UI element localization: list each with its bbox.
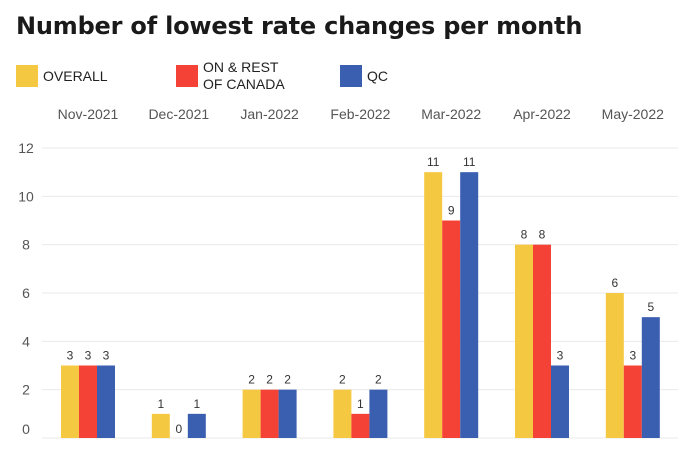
x-category-label: Apr-2022 bbox=[513, 106, 571, 122]
x-category-label: Dec-2021 bbox=[148, 106, 209, 122]
bar bbox=[152, 414, 170, 438]
data-label: 2 bbox=[266, 373, 273, 387]
bar bbox=[606, 293, 624, 438]
bar bbox=[533, 245, 551, 438]
y-tick-label: 6 bbox=[22, 285, 30, 301]
bar bbox=[551, 366, 569, 439]
x-category-label: Feb-2022 bbox=[330, 106, 390, 122]
bar bbox=[460, 172, 478, 438]
bar bbox=[515, 245, 533, 438]
y-tick-label: 12 bbox=[18, 140, 34, 156]
bar bbox=[369, 390, 387, 438]
bar bbox=[97, 366, 115, 439]
data-label: 3 bbox=[85, 349, 92, 363]
data-label: 3 bbox=[103, 349, 110, 363]
y-tick-label: 4 bbox=[22, 333, 30, 349]
data-label: 9 bbox=[448, 204, 455, 218]
bar bbox=[243, 390, 261, 438]
x-category-label: Nov-2021 bbox=[58, 106, 119, 122]
y-tick-label: 2 bbox=[22, 382, 30, 398]
data-label: 1 bbox=[357, 397, 364, 411]
data-label: 0 bbox=[175, 422, 182, 436]
bar bbox=[61, 366, 79, 439]
y-tick-label: 10 bbox=[18, 188, 34, 204]
bar bbox=[442, 221, 460, 439]
data-label: 3 bbox=[629, 349, 636, 363]
data-label: 3 bbox=[67, 349, 74, 363]
bar bbox=[642, 317, 660, 438]
x-category-label: Jan-2022 bbox=[240, 106, 299, 122]
bar bbox=[261, 390, 279, 438]
data-label: 1 bbox=[157, 397, 164, 411]
data-label: 8 bbox=[539, 228, 546, 242]
data-label: 3 bbox=[557, 349, 564, 363]
data-label: 2 bbox=[248, 373, 255, 387]
y-tick-label: 0 bbox=[22, 421, 30, 437]
data-label: 2 bbox=[284, 373, 291, 387]
y-tick-label: 8 bbox=[22, 237, 30, 253]
x-category-label: May-2022 bbox=[602, 106, 664, 122]
bar-chart: 024681012Nov-2021 Dec-2021 Jan-2022 Feb-202… bbox=[0, 0, 690, 450]
x-category-label: Mar-2022 bbox=[421, 106, 481, 122]
bar bbox=[424, 172, 442, 438]
bar bbox=[624, 366, 642, 439]
bar bbox=[279, 390, 297, 438]
data-label: 2 bbox=[375, 373, 382, 387]
data-label: 11 bbox=[427, 155, 440, 169]
data-label: 8 bbox=[521, 228, 528, 242]
bar bbox=[188, 414, 206, 438]
data-label: 2 bbox=[339, 373, 346, 387]
data-label: 11 bbox=[463, 155, 476, 169]
data-label: 1 bbox=[193, 397, 200, 411]
bar bbox=[333, 390, 351, 438]
bar bbox=[79, 366, 97, 439]
data-label: 5 bbox=[647, 300, 654, 314]
bar bbox=[351, 414, 369, 438]
data-label: 6 bbox=[611, 276, 618, 290]
